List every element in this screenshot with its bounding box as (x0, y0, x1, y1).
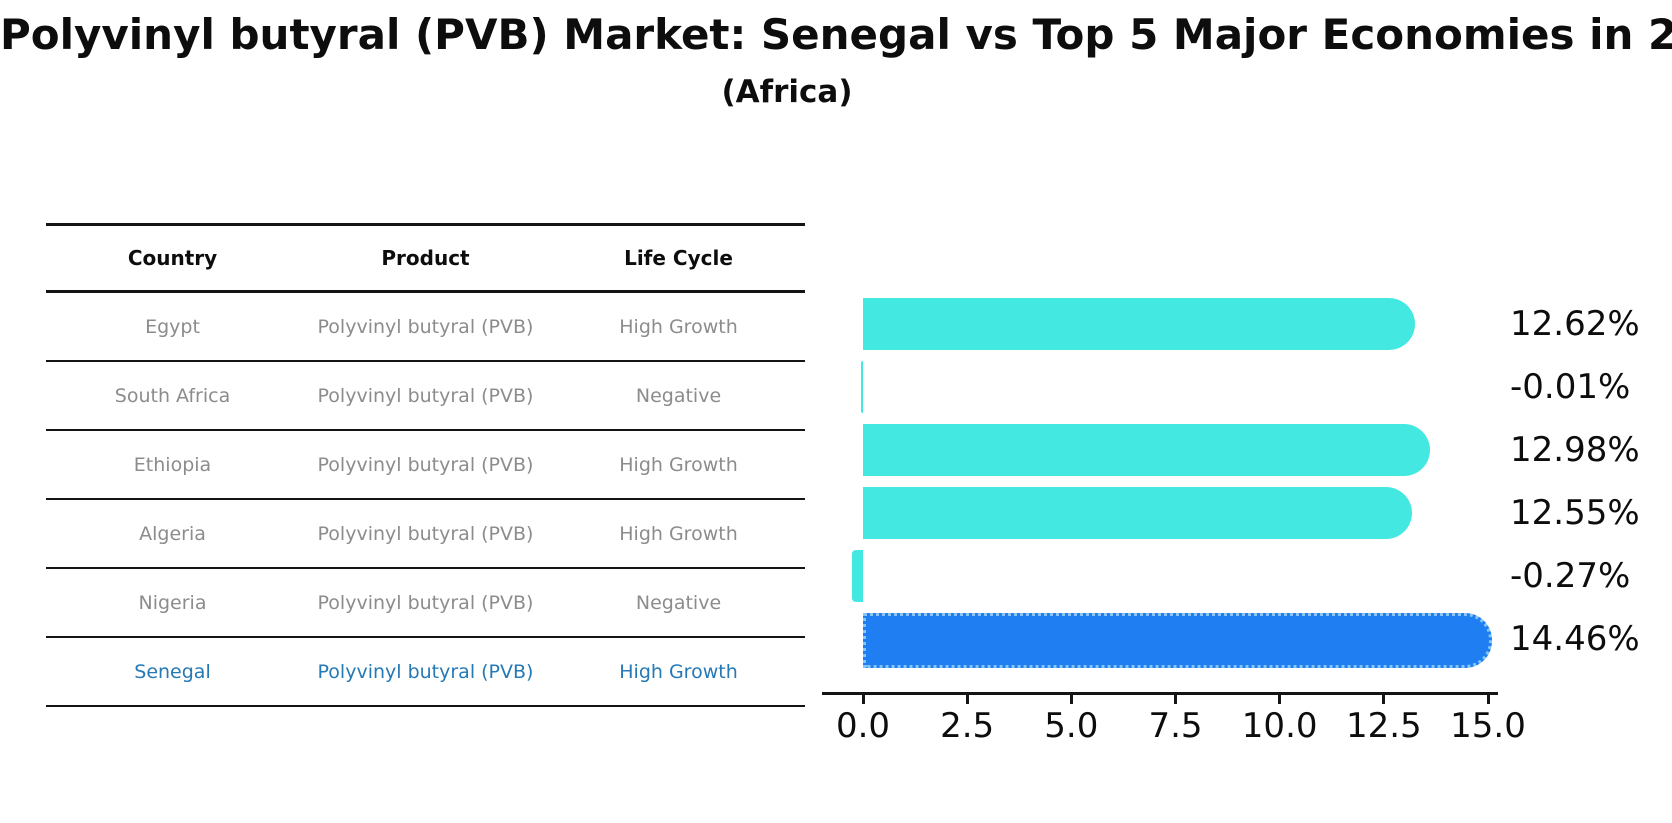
bar-senegal (863, 613, 1492, 668)
x-tick-label: 15.0 (1450, 706, 1526, 746)
cell-country: Senegal (134, 660, 211, 683)
table-row: Egypt Polyvinyl butyral (PVB) High Growt… (46, 291, 805, 360)
value-label-nigeria: -0.27% (1510, 556, 1631, 596)
table-row: Nigeria Polyvinyl butyral (PVB) Negative (46, 567, 805, 636)
x-tick (965, 695, 969, 704)
value-label-algeria: 12.55% (1510, 493, 1640, 533)
x-tick-label: 10.0 (1241, 706, 1318, 746)
table-header-row: Country Product Life Cycle (46, 226, 805, 291)
bar-algeria (863, 487, 1412, 539)
table-row: South Africa Polyvinyl butyral (PVB) Neg… (46, 360, 805, 429)
column-header-country: Country (127, 246, 218, 270)
cell-product: Polyvinyl butyral (PVB) (317, 522, 534, 545)
x-axis-spine (822, 692, 1498, 695)
cell-product: Polyvinyl butyral (PVB) (317, 453, 534, 476)
x-tick-label: 0.0 (835, 706, 891, 746)
cell-country: Algeria (139, 522, 206, 545)
x-tick (1382, 695, 1386, 704)
x-tick (1174, 695, 1177, 704)
cell-life-cycle: Negative (635, 591, 722, 614)
x-tick (1069, 695, 1073, 704)
cell-product: Polyvinyl butyral (PVB) (317, 384, 534, 407)
x-tick-label: 7.5 (1148, 706, 1203, 746)
x-tick-label: 12.5 (1345, 706, 1422, 746)
cell-life-cycle: High Growth (619, 453, 738, 476)
cell-country: Ethiopia (133, 453, 212, 476)
value-label-egypt: 12.62% (1510, 304, 1640, 344)
cell-product: Polyvinyl butyral (PVB) (317, 591, 534, 614)
chart-subtitle: (Africa) (721, 74, 853, 110)
value-label-ethiopia: 12.98% (1510, 430, 1640, 470)
table-row: Ethiopia Polyvinyl butyral (PVB) High Gr… (46, 429, 805, 498)
x-tick (1278, 695, 1282, 704)
table-row: Algeria Polyvinyl butyral (PVB) High Gro… (46, 498, 805, 567)
x-tick-label: 2.5 (940, 706, 995, 746)
x-tick (1486, 695, 1490, 704)
cell-product: Polyvinyl butyral (PVB) (317, 660, 534, 683)
table-row-highlight-senegal: Senegal Polyvinyl butyral (PVB) High Gro… (46, 636, 805, 705)
cell-country: South Africa (114, 384, 231, 407)
column-header-life-cycle: Life Cycle (624, 246, 733, 270)
cell-life-cycle: Negative (635, 384, 722, 407)
value-label-south-africa: -0.01% (1510, 367, 1631, 407)
cell-product: Polyvinyl butyral (PVB) (317, 315, 534, 338)
chart-title: Polyvinyl butyral (PVB) Market: Senegal … (0, 10, 1672, 59)
bar-chart: 0.0 2.5 5.0 7.5 10.0 12.5 15.0 (822, 290, 1526, 746)
bar-egypt (863, 298, 1415, 350)
bar-ethiopia (863, 424, 1430, 476)
x-tick (861, 695, 865, 704)
cell-life-cycle: High Growth (619, 660, 738, 683)
cell-life-cycle: High Growth (619, 315, 738, 338)
cell-life-cycle: High Growth (619, 522, 738, 545)
cell-country: Egypt (145, 315, 200, 338)
value-label-senegal: 14.46% (1510, 619, 1640, 659)
cell-country: Nigeria (138, 591, 207, 614)
x-tick-label: 5.0 (1044, 706, 1099, 746)
bar-nigeria (851, 550, 863, 602)
column-header-product: Product (381, 246, 470, 270)
bar-south-africa (861, 361, 863, 413)
country-table: Country Product Life Cycle Egypt Polyvin… (46, 223, 805, 707)
